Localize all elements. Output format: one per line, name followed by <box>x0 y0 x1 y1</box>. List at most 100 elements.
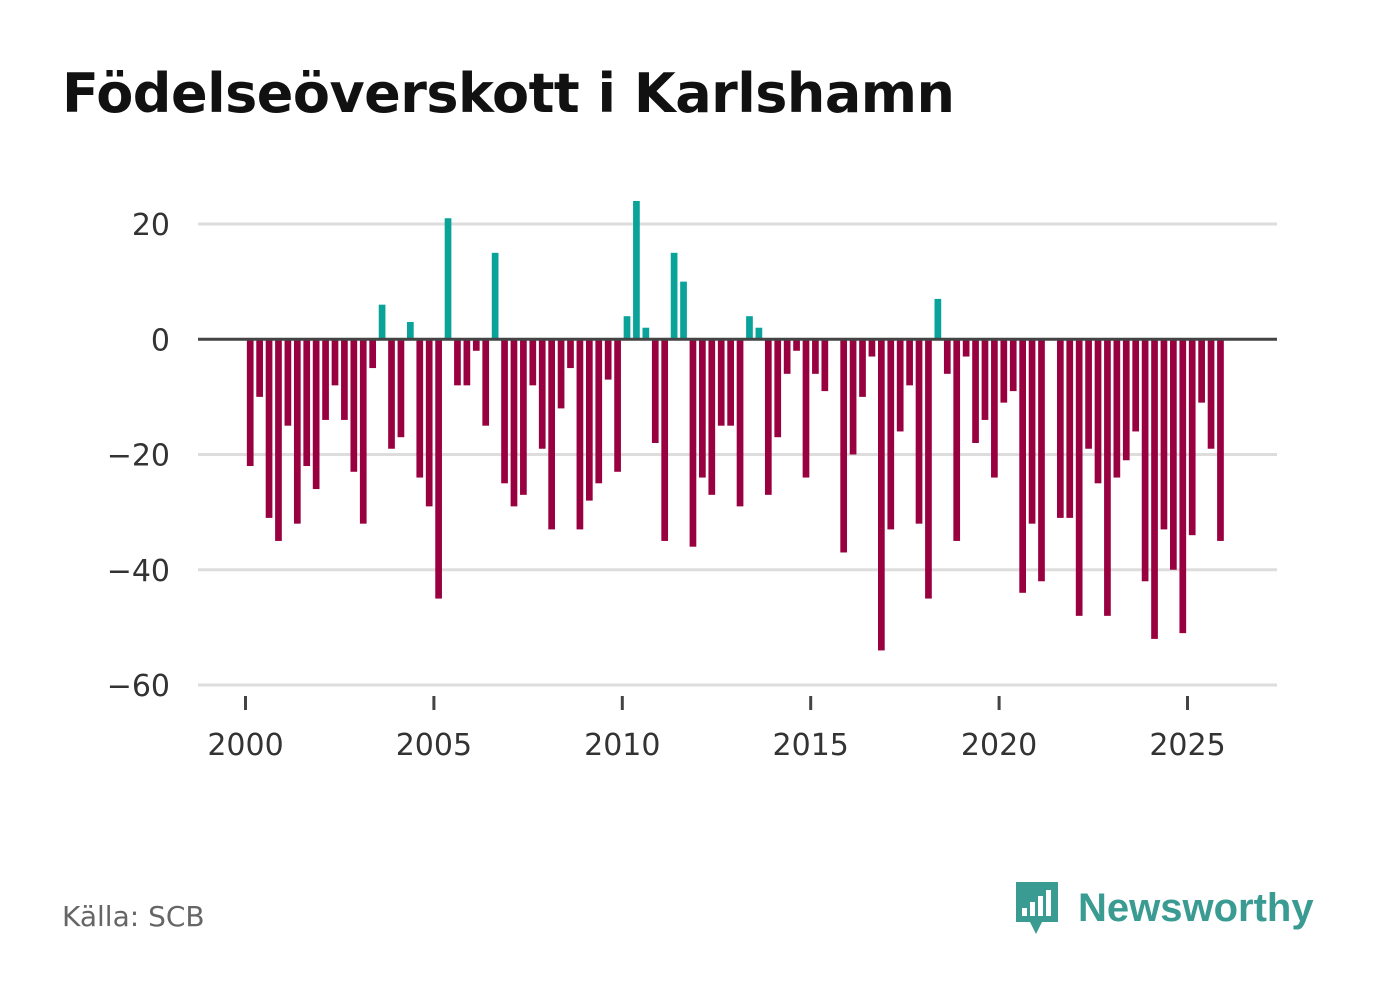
bar <box>755 327 763 340</box>
x-tick-label: 2010 <box>584 728 660 763</box>
y-tick-label: −40 <box>107 554 170 589</box>
bar <box>359 339 367 524</box>
bar <box>595 339 603 484</box>
bar <box>567 339 574 369</box>
bar <box>350 339 358 472</box>
bar <box>1056 339 1064 518</box>
bar <box>764 339 772 495</box>
bar <box>614 339 621 472</box>
bar <box>878 339 885 651</box>
bar <box>538 339 546 449</box>
bar <box>793 339 800 351</box>
bar <box>943 339 951 374</box>
bar <box>981 339 989 420</box>
bar <box>1170 339 1177 570</box>
bar <box>962 339 970 357</box>
bar <box>633 200 640 340</box>
bar <box>1113 339 1121 478</box>
bar <box>1132 339 1140 432</box>
bar <box>557 339 565 409</box>
bar <box>623 316 631 340</box>
bar <box>1198 339 1205 403</box>
brand-name: Newsworthy <box>1078 885 1314 930</box>
bar <box>934 298 942 340</box>
bar <box>1188 339 1196 536</box>
bar <box>322 339 329 420</box>
bar <box>1066 339 1074 518</box>
bar <box>1122 339 1130 461</box>
bar <box>1104 339 1111 616</box>
y-tick-label: 20 <box>132 208 170 243</box>
bar <box>1151 339 1158 639</box>
bar <box>576 339 584 530</box>
bar <box>642 327 650 340</box>
bar <box>510 339 518 507</box>
bar <box>463 339 471 386</box>
bar <box>1038 339 1045 582</box>
bar <box>1009 339 1017 392</box>
bar <box>651 339 659 443</box>
bar <box>265 339 273 518</box>
bar <box>727 339 734 426</box>
bar <box>906 339 913 386</box>
newsworthy-logo-icon <box>1016 882 1058 934</box>
bar <box>1160 339 1168 530</box>
bar <box>887 339 895 530</box>
bar <box>991 339 998 478</box>
bar <box>689 339 697 547</box>
bar <box>491 252 499 340</box>
y-tick-label: −60 <box>107 669 170 704</box>
bar <box>1217 339 1224 541</box>
bar <box>435 339 442 599</box>
bar <box>444 218 452 340</box>
bar <box>896 339 904 432</box>
bar <box>925 339 932 599</box>
bar <box>341 339 348 420</box>
bar <box>604 339 612 380</box>
bar <box>859 339 866 397</box>
bar <box>1085 339 1092 449</box>
bar <box>284 339 292 426</box>
bar <box>699 339 706 478</box>
bar <box>717 339 725 426</box>
bar <box>425 339 433 507</box>
source-note: Källa: SCB <box>62 900 205 933</box>
bar <box>1094 339 1102 484</box>
bar <box>407 321 414 340</box>
y-tick-label: −20 <box>107 439 170 474</box>
bar <box>972 339 979 443</box>
bar <box>953 339 961 541</box>
bar <box>680 281 687 340</box>
bar <box>736 339 744 507</box>
bar <box>378 304 386 340</box>
x-tick-label: 2000 <box>207 728 283 763</box>
bar <box>661 339 669 541</box>
bar <box>708 339 716 495</box>
bar <box>472 339 480 351</box>
bar <box>746 316 753 340</box>
bar <box>501 339 508 484</box>
bar <box>1141 339 1149 582</box>
bar <box>812 339 819 374</box>
bar <box>774 339 782 438</box>
bar <box>1019 339 1026 593</box>
bar <box>821 339 829 392</box>
chart-title: Födelseöverskott i Karlshamn <box>62 62 955 125</box>
x-tick-label: 2020 <box>961 728 1037 763</box>
bar <box>246 339 254 467</box>
bar <box>331 339 339 386</box>
y-tick-label: 0 <box>151 323 170 358</box>
bar <box>548 339 555 530</box>
bar <box>1075 339 1083 616</box>
bar <box>312 339 320 490</box>
bar <box>1028 339 1036 524</box>
bar <box>275 339 282 541</box>
bar <box>1179 339 1187 634</box>
bar <box>388 339 395 449</box>
bar <box>840 339 848 553</box>
y-axis-ticks: 20 0 −20 −40 −60 <box>107 208 170 704</box>
bar <box>1207 339 1215 449</box>
x-tick-label: 2005 <box>396 728 472 763</box>
brand-logo: Newsworthy <box>1012 878 1314 938</box>
